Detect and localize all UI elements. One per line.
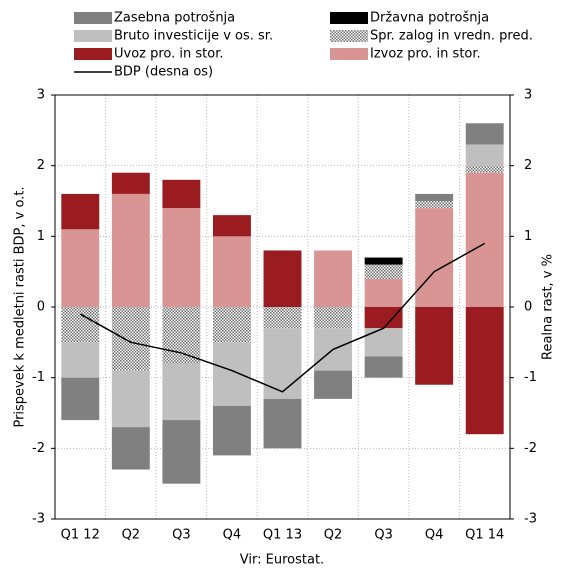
bar-segment [465, 144, 504, 166]
bar-segment [364, 264, 403, 279]
bar-segment [111, 307, 150, 371]
bar-segment [314, 250, 353, 307]
x-tick-label: Q4 [223, 528, 242, 543]
x-tick-label: Q1 12 [61, 528, 100, 543]
y-tick-label: 3 [37, 88, 45, 103]
bar-segment [61, 193, 100, 230]
bar-segment [212, 215, 251, 237]
x-tick-label: Q2 [324, 528, 343, 543]
bar-segment [212, 405, 251, 456]
bar-segment [465, 307, 504, 435]
y2-tick-label: 2 [524, 158, 532, 173]
y-tick-label: -3 [32, 512, 45, 527]
y-tick-label: 1 [37, 229, 45, 244]
bar-segment [212, 342, 251, 406]
bar-segment [314, 307, 353, 329]
bar-segment [212, 307, 251, 343]
bar-segment [465, 172, 504, 307]
y-axis-label: Prispevek k medletni rasti BDP, v o.t. [13, 186, 28, 427]
bar-segment [364, 307, 403, 329]
y-tick-label: -1 [32, 370, 45, 385]
legend-label: Bruto investicije v os. sr. [114, 29, 273, 44]
y-tick-label: 2 [37, 158, 45, 173]
legend-swatch [330, 30, 368, 42]
bar-segment [364, 356, 403, 378]
bar-segment [415, 208, 454, 307]
legend-label: Izvoz pro. in stor. [370, 47, 481, 62]
bar-segment [162, 420, 201, 484]
bar-segment [111, 370, 150, 428]
legend-swatch [330, 48, 368, 60]
bar-segment [263, 307, 302, 329]
bar-segment [212, 236, 251, 307]
bar-segment [465, 165, 504, 173]
bar-segment [263, 328, 302, 399]
y2-tick-label: -1 [524, 370, 537, 385]
plot-frame [54, 94, 511, 520]
bar-segment [61, 307, 100, 343]
bar-segment [111, 193, 150, 307]
legend-label: BDP (desna os) [114, 65, 213, 80]
source-note: Vir: Eurostat. [240, 553, 324, 568]
x-tick-label: Q1 13 [263, 528, 302, 543]
bar-segment [415, 201, 454, 209]
legend-swatch [330, 12, 368, 24]
x-tick-label: Q2 [122, 528, 141, 543]
bar-segment [61, 229, 100, 307]
legend-label: Zasebna potrošnja [114, 11, 235, 26]
x-tick-label: Q3 [172, 528, 191, 543]
legend-swatch [74, 12, 112, 24]
bar-segment [162, 363, 201, 421]
bar-segment [61, 377, 100, 421]
bar-segment [314, 370, 353, 399]
bar-segment [263, 398, 302, 449]
y-tick-label: 0 [37, 300, 45, 315]
y2-axis-label: Realna rast, v % [541, 254, 556, 360]
line-series [79, 242, 486, 393]
bar-segment [61, 342, 100, 378]
bar-segment [415, 193, 454, 201]
bar-segment [364, 257, 403, 265]
legend-label: Uvoz pro. in stor. [114, 47, 224, 62]
y2-tick-label: -3 [524, 512, 537, 527]
bar-segment [465, 123, 504, 145]
bar-segment [364, 278, 403, 307]
bar-segment [415, 307, 454, 385]
x-tick-label: Q3 [374, 528, 393, 543]
y2-tick-label: 3 [524, 88, 532, 103]
y2-tick-label: 0 [524, 300, 532, 315]
bar-segment [162, 307, 201, 364]
x-tick-label: Q4 [425, 528, 444, 543]
bar-segment [162, 179, 201, 209]
bar-segment [111, 172, 150, 194]
legend-label: Državna potrošnja [370, 11, 489, 26]
bar-segment [162, 208, 201, 307]
legend-swatch [74, 30, 112, 42]
bar-segment [111, 427, 150, 470]
legend-swatch [74, 48, 112, 60]
bar-segment [263, 250, 302, 307]
bar-segment [364, 328, 403, 357]
legend-label: Spr. zalog in vredn. pred. [370, 29, 533, 44]
y2-tick-label: 1 [524, 229, 532, 244]
y-tick-label: -2 [32, 441, 45, 456]
y2-tick-label: -2 [524, 441, 537, 456]
x-tick-label: Q1 14 [465, 528, 504, 543]
